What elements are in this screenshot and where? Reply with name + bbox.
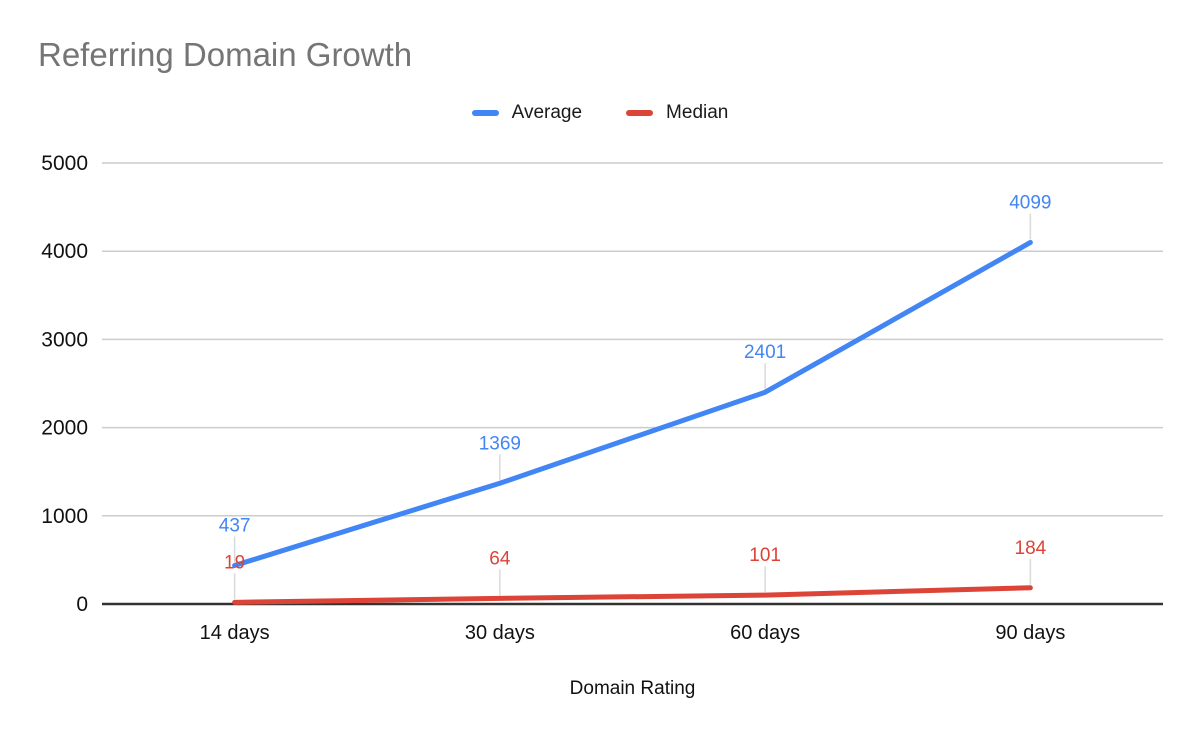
- x-tick-label: 14 days: [200, 622, 270, 644]
- data-label-average: 4099: [1009, 192, 1051, 213]
- legend: Average Median: [0, 98, 1200, 128]
- x-tick-label: 60 days: [730, 622, 800, 644]
- series-line-average: [232, 239, 1033, 568]
- legend-swatch-average-icon: [471, 110, 499, 116]
- data-label-median: 101: [749, 545, 781, 566]
- chart-title: Referring Domain Growth: [38, 36, 413, 73]
- legend-label-average: Average: [511, 102, 583, 123]
- x-tick-label: 90 days: [995, 622, 1065, 644]
- data-label-median: 64: [489, 548, 511, 569]
- data-label-average: 437: [219, 515, 251, 536]
- legend-item-median: Median: [626, 102, 728, 124]
- y-tick-label: 4000: [41, 240, 88, 263]
- y-tick-label: 2000: [41, 417, 88, 440]
- y-tick-label: 3000: [41, 328, 88, 351]
- legend-item-average: Average: [471, 102, 583, 124]
- y-tick-label: 1000: [41, 505, 88, 528]
- legend-swatch-median-icon: [626, 110, 654, 116]
- x-tick-label: 30 days: [465, 622, 535, 644]
- legend-label-median: Median: [666, 102, 729, 123]
- series-line-median: [232, 585, 1033, 605]
- y-tick-label: 0: [76, 593, 88, 616]
- x-axis-title: Domain Rating: [569, 678, 696, 699]
- data-label-median: 19: [224, 552, 245, 573]
- data-label-average: 1369: [479, 433, 521, 454]
- data-label-average: 2401: [744, 342, 786, 363]
- data-label-median: 184: [1015, 538, 1047, 559]
- y-tick-label: 5000: [41, 152, 88, 175]
